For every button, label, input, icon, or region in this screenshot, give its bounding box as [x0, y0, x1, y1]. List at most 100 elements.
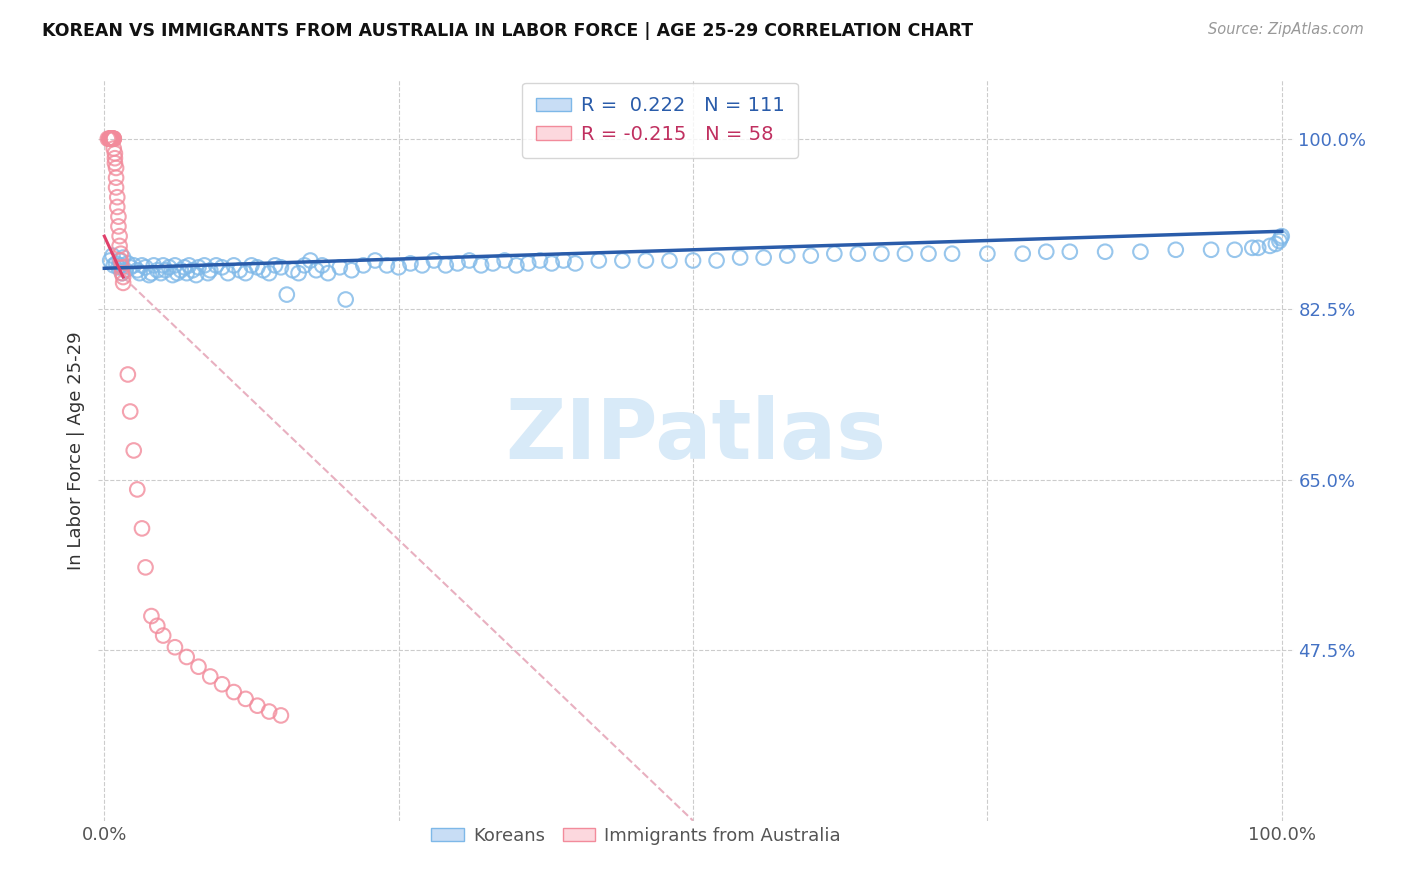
Point — [108, 253, 131, 268]
Point — [100, 132, 122, 146]
Point — [128, 266, 150, 280]
Point — [110, 253, 132, 268]
Point — [1035, 244, 1057, 259]
Point — [98, 132, 121, 146]
Point — [235, 691, 257, 706]
Point — [564, 256, 586, 270]
Point — [423, 253, 446, 268]
Point — [112, 251, 135, 265]
Point — [98, 253, 121, 268]
Point — [166, 266, 188, 280]
Point — [1011, 246, 1033, 260]
Point — [170, 263, 193, 277]
Point — [294, 259, 316, 273]
Point — [103, 259, 125, 273]
Point — [176, 650, 198, 665]
Point — [127, 483, 149, 497]
Point — [98, 132, 121, 146]
Point — [100, 132, 122, 146]
Point — [517, 256, 540, 270]
Point — [706, 253, 728, 268]
Point — [335, 293, 357, 307]
Point — [305, 263, 328, 277]
Point — [728, 251, 751, 265]
Point — [97, 132, 120, 146]
Point — [108, 239, 131, 253]
Point — [146, 619, 169, 633]
Point — [1270, 231, 1292, 245]
Point — [1258, 239, 1281, 253]
Point — [101, 132, 124, 146]
Point — [111, 266, 134, 280]
Point — [98, 132, 121, 146]
Point — [107, 219, 129, 234]
Point — [100, 132, 122, 146]
Point — [276, 287, 298, 301]
Point — [917, 246, 939, 260]
Point — [103, 132, 125, 146]
Point — [311, 259, 333, 273]
Point — [434, 259, 457, 273]
Point — [131, 259, 153, 273]
Point — [222, 685, 245, 699]
Point — [211, 260, 233, 275]
Point — [682, 253, 704, 268]
Point — [287, 266, 309, 280]
Point — [1199, 243, 1222, 257]
Point — [1129, 244, 1152, 259]
Point — [103, 141, 125, 155]
Point — [1164, 243, 1187, 257]
Point — [134, 260, 156, 275]
Text: KOREAN VS IMMIGRANTS FROM AUSTRALIA IN LABOR FORCE | AGE 25-29 CORRELATION CHART: KOREAN VS IMMIGRANTS FROM AUSTRALIA IN L… — [42, 22, 973, 40]
Point — [1264, 236, 1286, 251]
Point — [364, 253, 387, 268]
Point — [112, 270, 135, 285]
Point — [103, 132, 125, 146]
Point — [120, 404, 142, 418]
Point — [941, 246, 963, 260]
Point — [152, 259, 174, 273]
Point — [399, 256, 422, 270]
Point — [205, 259, 228, 273]
Point — [870, 246, 893, 260]
Point — [800, 249, 823, 263]
Point — [235, 266, 257, 280]
Point — [193, 259, 215, 273]
Point — [658, 253, 681, 268]
Point — [177, 259, 200, 273]
Point — [197, 266, 219, 280]
Point — [200, 263, 222, 277]
Point — [823, 246, 845, 260]
Point — [127, 263, 149, 277]
Point — [352, 259, 374, 273]
Point — [105, 256, 128, 270]
Point — [108, 229, 131, 244]
Point — [1241, 241, 1264, 255]
Point — [246, 260, 269, 275]
Point — [100, 132, 122, 146]
Point — [505, 259, 527, 273]
Point — [152, 628, 174, 642]
Point — [299, 253, 322, 268]
Point — [228, 263, 250, 277]
Point — [1059, 244, 1081, 259]
Point — [101, 132, 124, 146]
Point — [149, 266, 172, 280]
Point — [155, 263, 177, 277]
Point — [340, 263, 363, 277]
Point — [187, 260, 209, 275]
Point — [612, 253, 634, 268]
Text: ZIPatlas: ZIPatlas — [506, 395, 886, 476]
Point — [141, 609, 163, 624]
Point — [104, 146, 127, 161]
Point — [101, 132, 124, 146]
Text: Source: ZipAtlas.com: Source: ZipAtlas.com — [1208, 22, 1364, 37]
Point — [470, 259, 492, 273]
Point — [157, 260, 180, 275]
Point — [187, 659, 209, 673]
Point — [176, 266, 198, 280]
Point — [375, 259, 398, 273]
Point — [105, 180, 128, 194]
Point — [114, 263, 136, 277]
Point — [105, 190, 128, 204]
